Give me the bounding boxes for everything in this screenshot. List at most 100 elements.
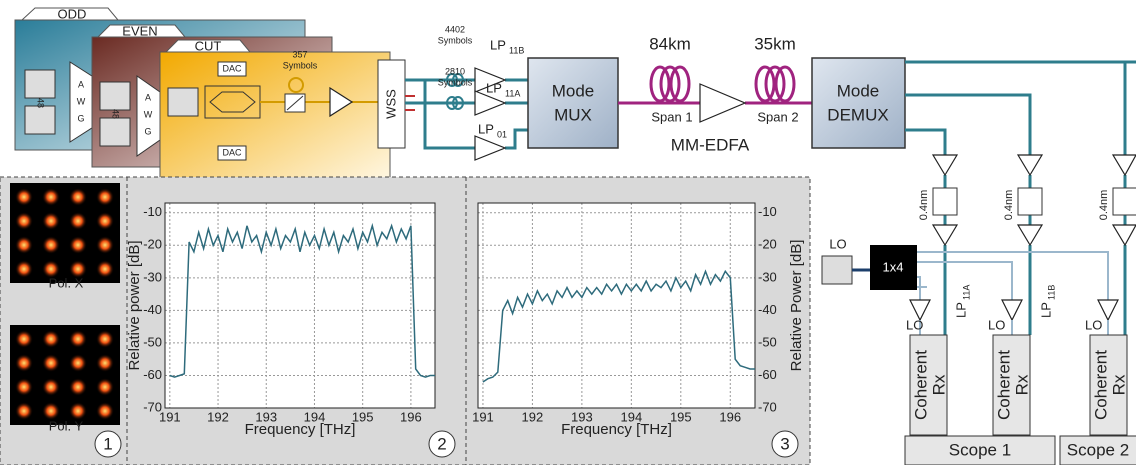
span-label: Span 2 <box>757 109 798 124</box>
x-axis-label: Frequency [THz] <box>561 421 672 438</box>
symbols-label: 2810 <box>445 66 465 76</box>
awg: A <box>78 79 84 89</box>
constellation-label: Pol. X <box>49 275 84 290</box>
y-tick-label: -70 <box>758 399 777 414</box>
wss <box>377 59 406 149</box>
constellation-dot <box>96 260 114 278</box>
scope-label: Scope 1 <box>949 440 1011 459</box>
constellation-dot <box>42 402 60 420</box>
constellations <box>10 183 120 425</box>
y-tick-label: -60 <box>143 367 162 382</box>
awg: W <box>77 96 86 106</box>
constellation-dot <box>96 402 114 420</box>
y-tick-label: -40 <box>758 302 777 317</box>
y-tick-label: -50 <box>143 334 162 349</box>
splitter <box>870 245 917 290</box>
splitter-label: 1x4 <box>883 259 904 274</box>
awg: G <box>144 126 151 136</box>
constellation-dot <box>96 330 114 348</box>
lo-input-label: LO <box>906 317 923 332</box>
x-tick-label: 192 <box>207 409 229 424</box>
constellation-label: Pol. Y <box>49 418 84 433</box>
y-tick-label: -10 <box>143 204 162 219</box>
y-axis-label: Relative Power [dB] <box>788 240 805 372</box>
scope <box>1059 435 1136 466</box>
cut-card: CUT DAC DAC 357 Symbols <box>159 38 391 185</box>
dac: DAC <box>222 63 242 73</box>
constellation-dot <box>15 330 33 348</box>
rx-chain <box>931 154 1136 247</box>
fiber <box>405 95 415 111</box>
x-tick-label: 192 <box>522 409 544 424</box>
plot-frame <box>477 202 756 409</box>
filter-label: 0.4nm <box>1003 190 1015 221</box>
card-label: ODD <box>58 6 87 21</box>
spectrum <box>482 269 755 383</box>
symbols-label: 4402 <box>445 24 465 34</box>
constellation-dot <box>69 188 87 206</box>
lo-input-label: LO <box>988 317 1005 332</box>
plot-area <box>165 203 435 408</box>
constellation-dot <box>96 354 114 372</box>
delay-coil <box>446 73 464 110</box>
filter-label: 0.4nm <box>918 190 930 221</box>
mode-label: LP <box>478 121 494 136</box>
constellation-dot <box>15 188 33 206</box>
rx-label: Coherent <box>911 350 930 420</box>
mode-label: 11B <box>509 45 524 55</box>
mode-label: 11B <box>1046 285 1056 300</box>
panel-divider <box>126 177 467 465</box>
panel-number-label: 2 <box>437 434 446 453</box>
panel-number <box>94 430 799 458</box>
constellation-dot <box>69 354 87 372</box>
rx-label: Coherent <box>994 350 1013 420</box>
amplifier-label: MM-EDFA <box>671 135 750 154</box>
mode-label: LP <box>490 37 506 52</box>
lo-laser <box>821 255 853 285</box>
y-tick-label: -60 <box>758 367 777 382</box>
fiber-spool <box>649 65 796 103</box>
x-tick-label: 193 <box>571 409 593 424</box>
x-axis-label: Frequency [THz] <box>245 421 356 438</box>
x-tick-label: 191 <box>159 409 181 424</box>
plot-area <box>478 203 755 408</box>
x-tick-label: 191 <box>472 409 494 424</box>
fiber <box>905 60 1136 335</box>
span-label: Span 1 <box>651 109 692 124</box>
channel-count: 48 <box>111 109 121 119</box>
demux-label: Mode <box>837 81 880 100</box>
constellation-dot <box>42 188 60 206</box>
constellation-dot <box>96 236 114 254</box>
constellation-dot <box>69 260 87 278</box>
filter-label: 0.4nm <box>1098 190 1110 221</box>
mode-label: 11A <box>961 285 971 300</box>
constellation-dot <box>15 212 33 230</box>
mux-label: Mode <box>552 81 595 100</box>
awg: G <box>77 113 84 123</box>
mode-label: 01 <box>497 129 507 139</box>
mode-label: 11A <box>505 88 520 98</box>
rx-label: Rx <box>1109 374 1128 395</box>
constellation-dot <box>42 330 60 348</box>
constellation-dot <box>96 188 114 206</box>
rx-label: Rx <box>929 374 948 395</box>
x-tick-label: 196 <box>400 409 422 424</box>
y-tick-label: -20 <box>758 237 777 252</box>
mux-label: MUX <box>554 105 592 124</box>
wss-label: WSS <box>383 89 398 119</box>
demux-label: DEMUX <box>827 105 888 124</box>
constellation-dot <box>96 378 114 396</box>
x-tick-label: 196 <box>719 409 741 424</box>
x-tick-label: 195 <box>352 409 374 424</box>
x-tick-label: 195 <box>670 409 692 424</box>
x-tick-label: 194 <box>620 409 642 424</box>
span-length: 84km <box>649 34 691 53</box>
awg: W <box>144 109 153 119</box>
constellation-dot <box>42 378 60 396</box>
x-tick-label: 193 <box>255 409 277 424</box>
mode-mux <box>527 57 619 149</box>
panel-number-label: 3 <box>780 434 789 453</box>
coherent-rx <box>909 334 1128 436</box>
mode-label: LP <box>953 302 968 318</box>
symbols-label: Symbols <box>438 77 473 87</box>
